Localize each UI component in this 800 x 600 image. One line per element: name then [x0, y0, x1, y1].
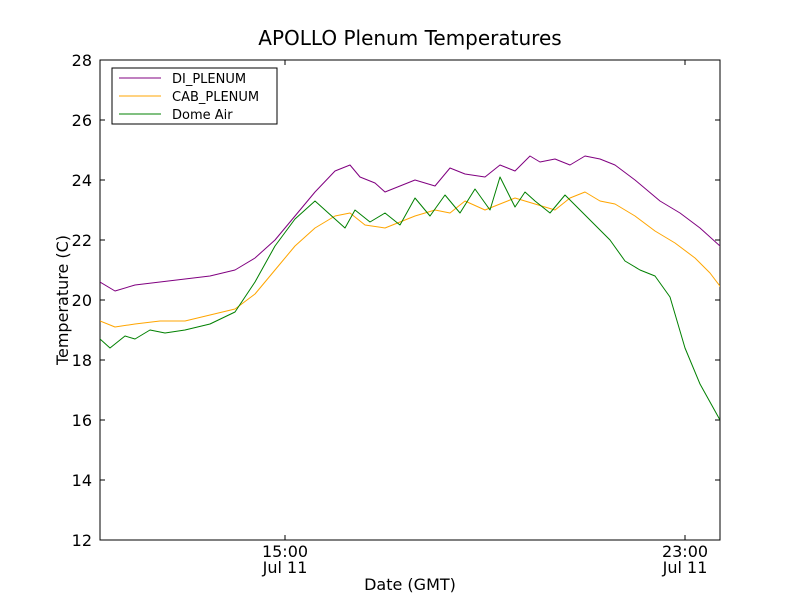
y-tick-label: 22 — [72, 231, 92, 250]
y-tick-label: 26 — [72, 111, 92, 130]
legend-label-dome-air: Dome Air — [172, 108, 233, 123]
x-axis-label: Date (GMT) — [364, 575, 456, 594]
y-tick-label: 18 — [72, 351, 92, 370]
legend-label-di-plenum: DI_PLENUM — [172, 72, 246, 87]
y-tick-label: 24 — [72, 171, 92, 190]
series-line-dome-air — [100, 176, 720, 422]
axes-frame — [99, 59, 721, 541]
series-line-di-plenum — [100, 155, 720, 292]
x-tick-label-date: Jul 11 — [662, 558, 708, 577]
y-tick-label: 16 — [72, 411, 92, 430]
y-tick-label: 20 — [72, 291, 92, 310]
series-group — [100, 155, 720, 422]
x-tick-label-time: 23:00 — [662, 542, 708, 561]
x-tick-label-date: Jul 11 — [262, 558, 308, 577]
y-tick-label: 28 — [72, 51, 92, 70]
chart-title: APOLLO Plenum Temperatures — [258, 26, 561, 50]
y-tick-label: 12 — [72, 531, 92, 550]
x-tick-label-time: 15:00 — [262, 542, 308, 561]
legend: DI_PLENUM CAB_PLENUM Dome Air — [111, 67, 278, 125]
legend-label-cab-plenum: CAB_PLENUM — [172, 90, 259, 105]
y-tick-label: 14 — [72, 471, 92, 490]
y-axis-label: Temperature (C) — [53, 235, 72, 366]
